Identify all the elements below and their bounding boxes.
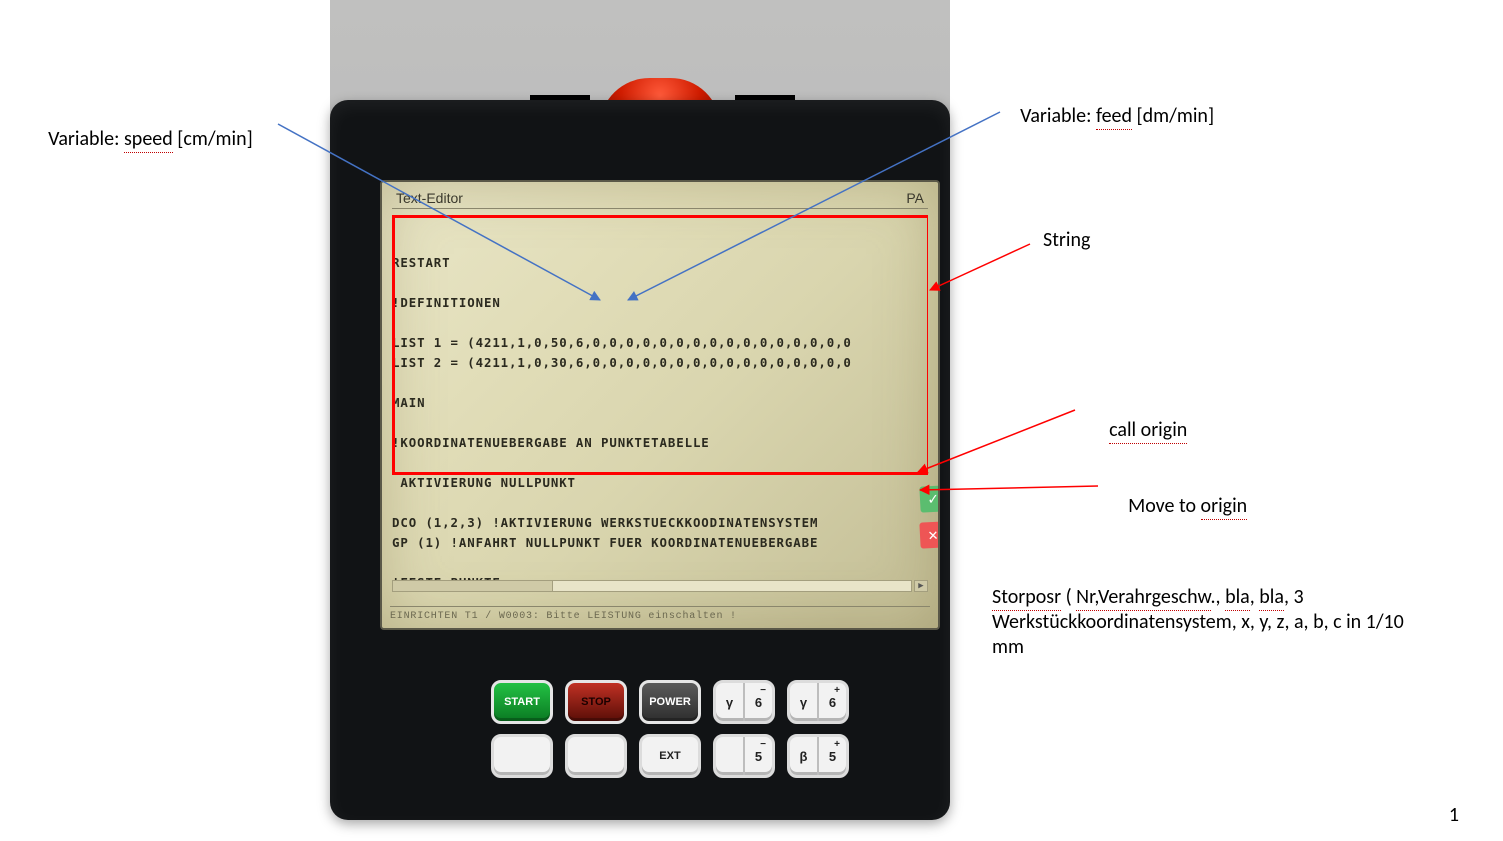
annotation-feed: Variable: feed [dm/min] [1002, 80, 1214, 152]
keypad-key [565, 734, 627, 778]
keypad-key: β5+ [787, 734, 849, 778]
keypad-key: 5− [713, 734, 775, 778]
keypad-key: γ6− [713, 680, 775, 724]
keypad-key: START [491, 680, 553, 724]
page-number: 1 [1449, 803, 1459, 827]
slide-canvas: Text-Editor PA RESTART !DEFINITIONEN LIS… [0, 0, 1503, 841]
annotation-storposr: Storposr ( Nr,Verahrgeschw., bla, bla, 3… [992, 585, 1422, 660]
keypad-key: EXT [639, 734, 701, 778]
code-editor-area: RESTART !DEFINITIONEN LIST 1 = (4211,1,0… [392, 213, 928, 583]
annotation-speed: Variable: speed [cm/min] [30, 103, 253, 175]
horizontal-scrollbar [392, 580, 912, 592]
scrollbar-right-arrow-icon: ▶ [914, 580, 928, 592]
code-text: RESTART !DEFINITIONEN LIST 1 = (4211,1,0… [392, 253, 928, 583]
cancel-icon: ✕ [919, 521, 940, 548]
screen-titlebar: Text-Editor PA [392, 188, 928, 209]
screen-title: Text-Editor [396, 190, 463, 206]
keypad-key: STOP [565, 680, 627, 724]
keypad-row: START STOP POWER γ6− γ6+ [420, 680, 920, 724]
ok-icon: ✓ [919, 485, 940, 512]
keypad-key: γ6+ [787, 680, 849, 724]
statusbar: EINRICHTEN T1 / W0003: Bitte LEISTUNG ei… [390, 606, 930, 622]
keypad-row: EXT 5− β5+ [420, 734, 920, 778]
screen-title-right: PA [906, 190, 924, 206]
annotation-string: String [1043, 228, 1090, 252]
keypad: START STOP POWER γ6− γ6+ EXT 5− β5+ [420, 680, 920, 810]
keypad-key [491, 734, 553, 778]
lcd-screen: Text-Editor PA RESTART !DEFINITIONEN LIS… [380, 180, 940, 630]
keypad-key: POWER [639, 680, 701, 724]
annotation-move-origin: Move to origin [1110, 470, 1247, 542]
scrollbar-thumb [393, 581, 553, 591]
annotation-call-origin: call origin [1091, 394, 1187, 466]
